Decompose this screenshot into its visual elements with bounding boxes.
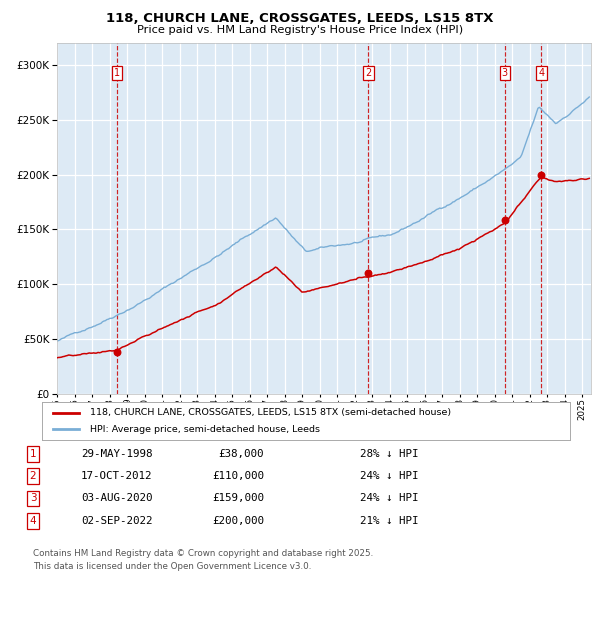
Text: 02-SEP-2022: 02-SEP-2022 xyxy=(81,516,152,526)
Text: 29-MAY-1998: 29-MAY-1998 xyxy=(81,449,152,459)
Text: 4: 4 xyxy=(29,516,37,526)
Text: £38,000: £38,000 xyxy=(218,449,264,459)
Text: 2: 2 xyxy=(365,68,371,78)
Text: 3: 3 xyxy=(502,68,508,78)
Text: 24% ↓ HPI: 24% ↓ HPI xyxy=(360,471,419,481)
Text: 1: 1 xyxy=(29,449,37,459)
Text: HPI: Average price, semi-detached house, Leeds: HPI: Average price, semi-detached house,… xyxy=(89,425,320,434)
Text: £159,000: £159,000 xyxy=(212,494,264,503)
Point xyxy=(536,170,546,180)
Point xyxy=(500,215,509,224)
Text: 17-OCT-2012: 17-OCT-2012 xyxy=(81,471,152,481)
Text: £110,000: £110,000 xyxy=(212,471,264,481)
Text: 4: 4 xyxy=(538,68,545,78)
Text: 28% ↓ HPI: 28% ↓ HPI xyxy=(360,449,419,459)
Text: 118, CHURCH LANE, CROSSGATES, LEEDS, LS15 8TX (semi-detached house): 118, CHURCH LANE, CROSSGATES, LEEDS, LS1… xyxy=(89,408,451,417)
Text: 03-AUG-2020: 03-AUG-2020 xyxy=(81,494,152,503)
Text: 2: 2 xyxy=(29,471,37,481)
Text: £200,000: £200,000 xyxy=(212,516,264,526)
Point xyxy=(364,268,373,278)
Text: 21% ↓ HPI: 21% ↓ HPI xyxy=(360,516,419,526)
Text: Contains HM Land Registry data © Crown copyright and database right 2025.
This d: Contains HM Land Registry data © Crown c… xyxy=(33,549,373,571)
Point xyxy=(112,347,122,357)
Text: 1: 1 xyxy=(113,68,120,78)
Text: Price paid vs. HM Land Registry's House Price Index (HPI): Price paid vs. HM Land Registry's House … xyxy=(137,25,463,35)
Text: 3: 3 xyxy=(29,494,37,503)
Text: 24% ↓ HPI: 24% ↓ HPI xyxy=(360,494,419,503)
Text: 118, CHURCH LANE, CROSSGATES, LEEDS, LS15 8TX: 118, CHURCH LANE, CROSSGATES, LEEDS, LS1… xyxy=(106,12,494,25)
